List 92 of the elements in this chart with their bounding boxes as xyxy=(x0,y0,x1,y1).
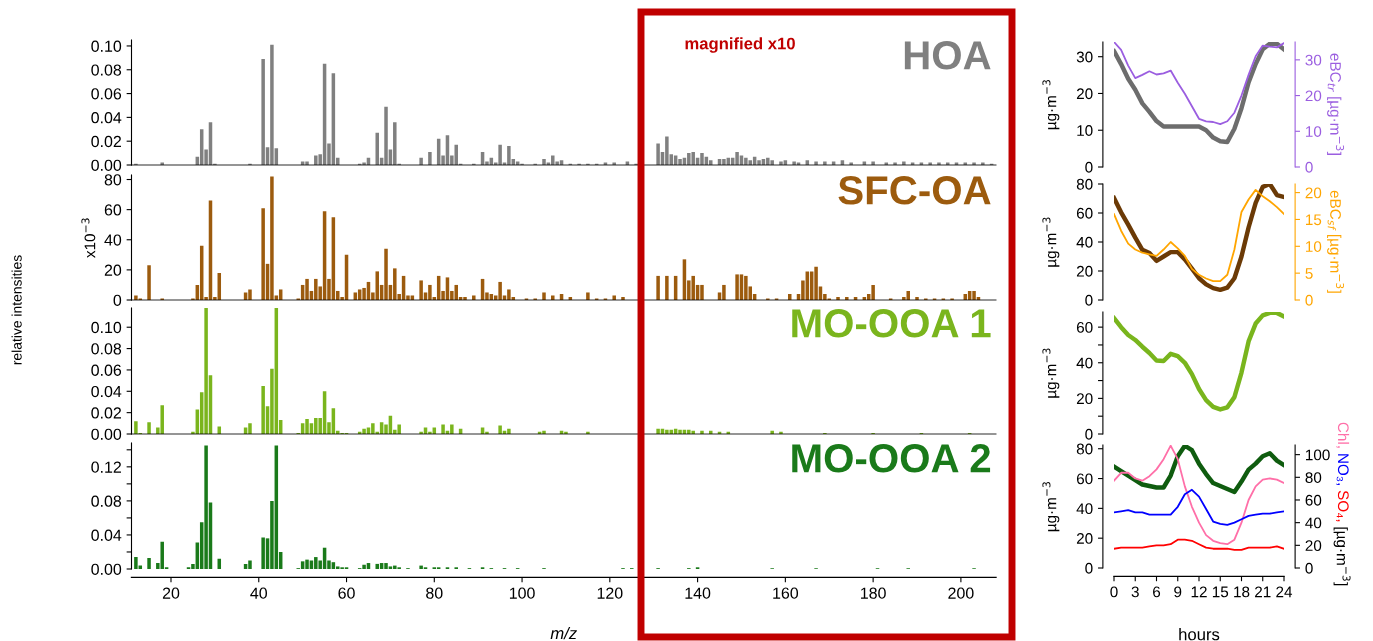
y-tick-label: 0.10 xyxy=(91,40,122,52)
x-tick-label: 80 xyxy=(426,587,443,599)
y-tick-label: 20 xyxy=(1076,533,1093,544)
y-tick-label: 0 xyxy=(1085,294,1093,306)
y2-tick-label: 5 xyxy=(1305,268,1313,279)
x-tick-label: 3 xyxy=(1131,586,1139,598)
x-tick-label: 18 xyxy=(1234,586,1250,598)
y2-tick-label: 10 xyxy=(1306,241,1322,252)
y2-tick-label: 20 xyxy=(1305,187,1322,199)
text: Chl, xyxy=(1336,422,1350,448)
x-tick-label: 160 xyxy=(773,587,799,599)
y-tick-label: 20 xyxy=(1076,393,1093,405)
y2-tick-label: 100 xyxy=(1306,449,1330,461)
y-tick-label: 0.12 xyxy=(91,461,121,473)
y-tick-label: 60 xyxy=(1076,473,1093,485)
x-tick-label: 9 xyxy=(1174,586,1182,598)
y-axis-title: x10$^{−3}$ xyxy=(81,218,96,258)
y-tick-label: 0.02 xyxy=(91,407,121,419)
y-tick-label: 80 xyxy=(104,174,122,186)
y2-tick-label: 20 xyxy=(1305,540,1322,552)
y-tick-label: 40 xyxy=(1076,236,1093,248)
text: relative intensities xyxy=(11,255,22,365)
y-tick-label: 0.06 xyxy=(91,364,122,376)
x-tick-label: 100 xyxy=(509,587,535,599)
x-tick-label: 180 xyxy=(861,587,886,599)
text: NO₃, xyxy=(1336,454,1349,485)
y-tick-label: 80 xyxy=(1076,443,1093,455)
y2-tick-label: 0 xyxy=(1305,294,1313,306)
y-tick-label: 0.04 xyxy=(91,529,122,541)
y2-axis-title: eBC$_{tr}$ [µg·m$^{−3}$] xyxy=(1327,53,1345,155)
y-tick-label: 20 xyxy=(104,264,122,276)
y-tick-label: 10 xyxy=(1077,125,1093,136)
x-tick-label: 140 xyxy=(685,587,711,599)
y-tick-label: 0 xyxy=(113,294,122,306)
x-tick-label: 200 xyxy=(948,587,974,599)
y2-tick-label: 20 xyxy=(1305,90,1322,102)
x-tick-label: 0 xyxy=(1110,586,1118,598)
x-tick-label: 20 xyxy=(162,587,180,599)
y-tick-label: 0.04 xyxy=(91,112,122,124)
y-tick-label: 40 xyxy=(1076,357,1093,369)
chart-title: MO-OOA 2 xyxy=(792,444,991,473)
y-axis-title: µg·m$^{−3}$ xyxy=(1042,482,1060,532)
y-tick-label: 0 xyxy=(1085,562,1093,574)
y-tick-label: 0.04 xyxy=(91,385,122,398)
x-tick-label: 12 xyxy=(1191,586,1207,598)
y-axis-title: µg·m$^{−3}$ xyxy=(1042,348,1060,398)
y2-axis-title: eBC$_{sf}$ [µg·m$^{−3}$] xyxy=(1327,190,1345,293)
x-tick-label: 6 xyxy=(1153,586,1161,598)
y-tick-label: 0.00 xyxy=(91,563,122,575)
y-tick-label: 0 xyxy=(1085,161,1093,173)
y-axis-title: µg·m$^{−3}$ xyxy=(1042,217,1060,267)
y2-tick-label: 15 xyxy=(1306,214,1322,226)
y-tick-label: 0 xyxy=(1085,428,1093,440)
x-tick-label: 120 xyxy=(597,587,623,599)
y2-tick-label: 40 xyxy=(1305,517,1322,529)
x-axis-title: m/z xyxy=(550,626,577,640)
y-tick-label: 60 xyxy=(1076,207,1093,219)
y-tick-label: 0.02 xyxy=(91,135,121,148)
x-tick-label: 15 xyxy=(1212,586,1229,598)
x-axis-title: hours xyxy=(1179,628,1220,641)
y2-tick-label: 10 xyxy=(1306,126,1322,137)
chart-title: SFC-OA xyxy=(838,176,991,205)
y2-tick-label: 0 xyxy=(1305,161,1313,173)
y-tick-label: 0.00 xyxy=(91,159,122,171)
y-tick-label: 40 xyxy=(1076,503,1093,515)
x-tick-label: 60 xyxy=(338,587,355,599)
chart-title: HOA xyxy=(904,41,991,70)
x-tick-label: 24 xyxy=(1276,586,1293,598)
y-tick-label: 20 xyxy=(1076,265,1093,277)
y-tick-label: 0.00 xyxy=(91,428,122,440)
y-tick-label: 40 xyxy=(104,234,122,246)
text: SO₄, xyxy=(1336,490,1349,522)
y2-tick-label: 0 xyxy=(1305,562,1313,574)
y2-axis-title: [µg·m$^{−3}$] xyxy=(1333,527,1351,586)
x-tick-label: 21 xyxy=(1255,586,1271,598)
y-tick-label: 0.10 xyxy=(91,321,122,334)
y2-tick-label: 60 xyxy=(1305,494,1322,506)
y2-tick-label: 30 xyxy=(1305,54,1322,66)
y-tick-label: 80 xyxy=(1076,178,1093,190)
x-tick-label: 40 xyxy=(250,587,268,599)
y-tick-label: 0.08 xyxy=(91,64,122,76)
y-tick-label: 60 xyxy=(1076,322,1093,333)
y-tick-label: 30 xyxy=(1076,51,1093,63)
chart-title: MO-OOA 1 xyxy=(792,309,991,338)
y-tick-label: 0.06 xyxy=(91,88,122,100)
y-tick-label: 0.08 xyxy=(91,343,122,355)
y-tick-label: 60 xyxy=(104,204,122,216)
y-tick-label: 20 xyxy=(1076,88,1093,100)
y-tick-label: 0.08 xyxy=(91,495,122,507)
annotation: magnified x10 xyxy=(685,37,795,53)
y2-tick-label: 80 xyxy=(1305,472,1322,483)
y-axis-title: µg·m$^{−3}$ xyxy=(1042,80,1060,130)
